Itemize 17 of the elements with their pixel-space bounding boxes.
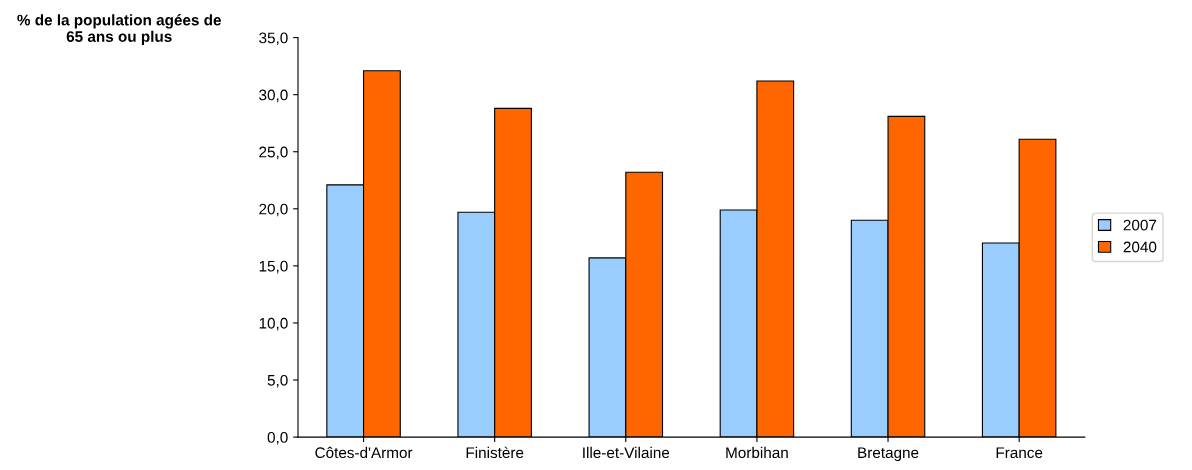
x-tick-label: Côtes-d'Armor [315, 446, 413, 459]
legend-label: 2040 [1123, 241, 1157, 253]
y-tick-label: 15,0 [259, 260, 288, 274]
y-tick-label: 0,0 [267, 431, 288, 445]
x-tick-label: Finistère [466, 446, 524, 459]
y-tick-label: 35,0 [259, 32, 288, 46]
y-tick-label: 20,0 [259, 203, 288, 217]
y-axis-title: % de la population agées de 65 ans ou plus [17, 14, 221, 45]
x-tick-label: Bretagne [858, 447, 919, 462]
y-tick-label: 5,0 [267, 374, 288, 388]
x-tick-label: Ille-et-Vilaine [583, 446, 670, 459]
y-tick-label: 30,0 [259, 89, 288, 103]
y-tick-label: 25,0 [259, 146, 288, 160]
legend-label: 2007 [1123, 219, 1157, 231]
x-tick-label: Morbihan [726, 446, 788, 459]
x-tick-label: France [996, 447, 1043, 459]
y-tick-label: 10,0 [259, 317, 288, 331]
